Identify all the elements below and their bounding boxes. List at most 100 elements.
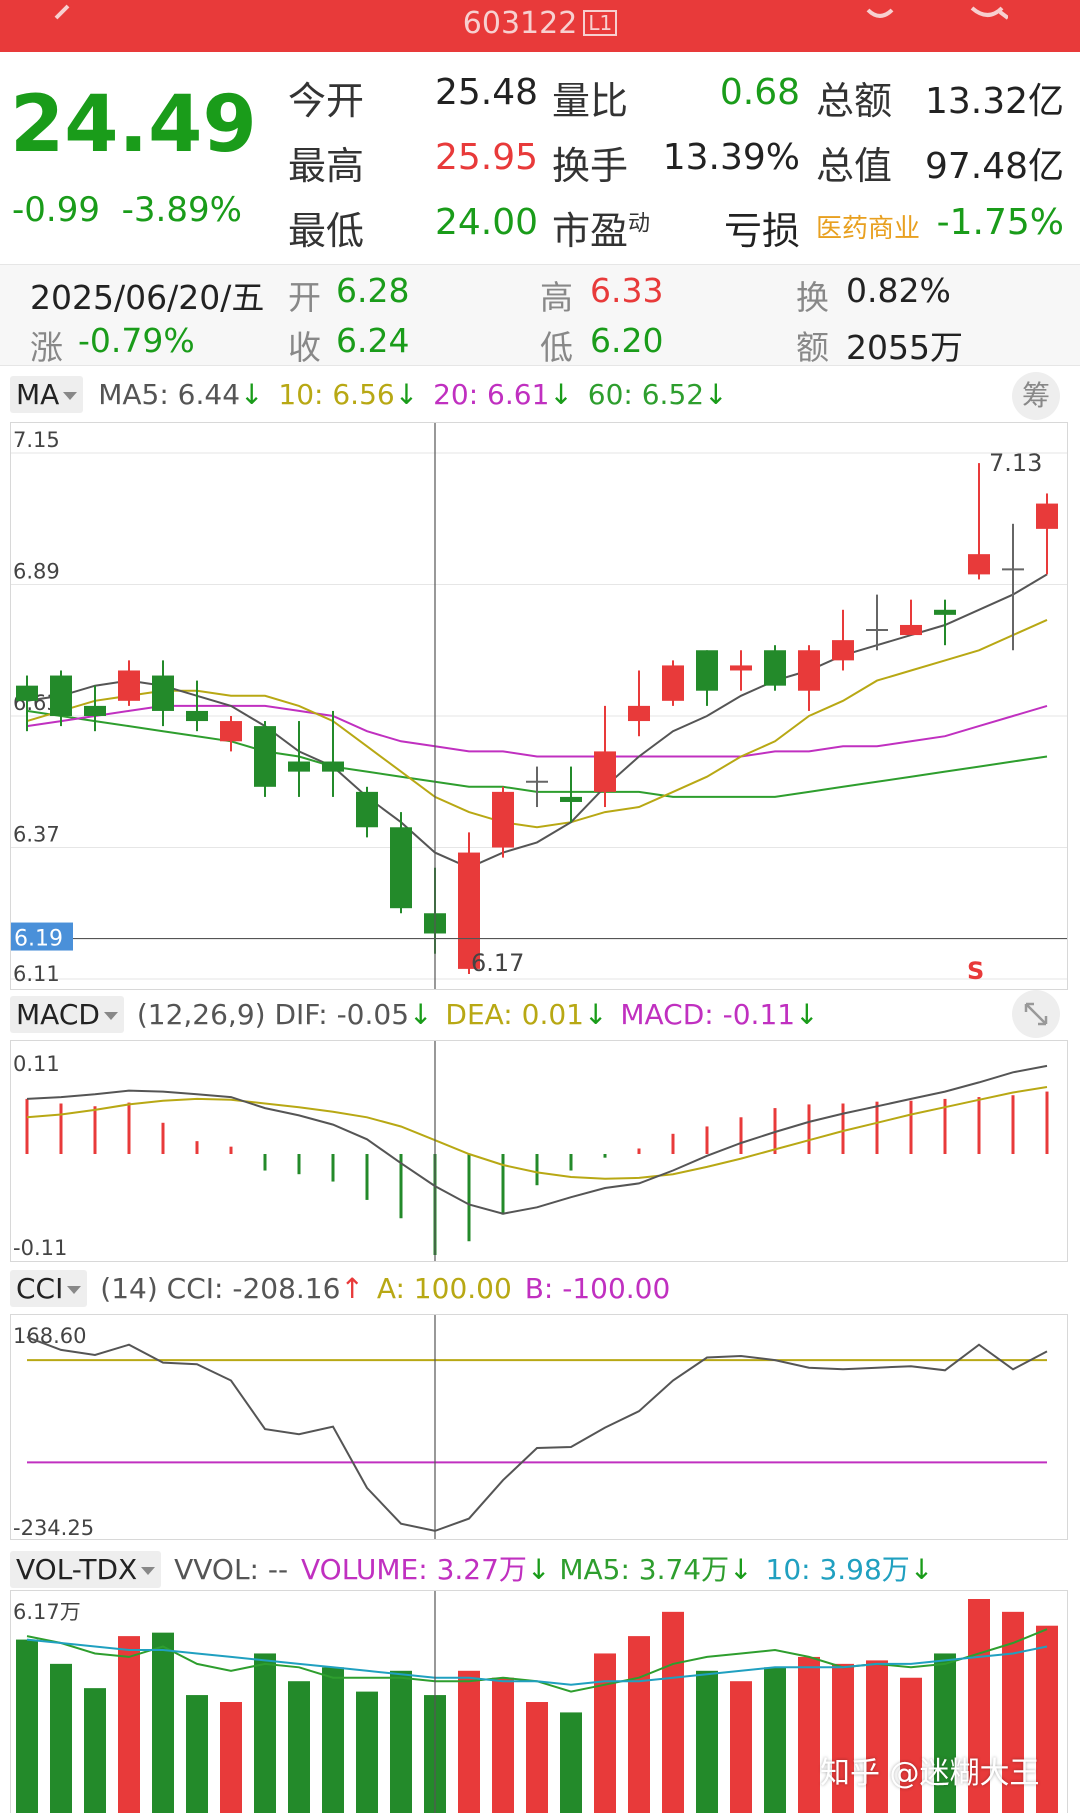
candle-body xyxy=(152,675,174,711)
cci-legend: CCI (14) CCI: -208.16↑ A: 100.00 B: -100… xyxy=(10,1270,1070,1307)
pe-label-text: 市盈 xyxy=(552,209,629,253)
y-tick-label: 6.37 xyxy=(13,823,60,847)
bar-close-value: 6.24 xyxy=(336,321,410,360)
volume-chart[interactable]: 6.17万 xyxy=(11,1591,1067,1813)
ma20-value: 20: 6.61 xyxy=(433,378,550,411)
vol-ma10-value: 10: 3.98万 xyxy=(765,1553,910,1586)
open-label: 今开 xyxy=(288,79,365,123)
bar-open-label: 开 xyxy=(288,278,321,317)
down-arrow-icon: ↓ xyxy=(240,378,264,411)
down-arrow-icon: ↓ xyxy=(909,1553,934,1586)
cci-selector-text: CCI xyxy=(16,1272,64,1305)
volume-ratio-value: 0.68 xyxy=(719,72,800,113)
volume-bar xyxy=(50,1663,72,1813)
watermark: 知乎 @迷糊大王 xyxy=(820,1756,1040,1791)
cci-panel[interactable]: 168.60 -234.25 xyxy=(10,1314,1068,1540)
candle-body xyxy=(288,761,310,772)
chevron-down-icon xyxy=(103,1012,118,1020)
ma20-line xyxy=(26,704,1048,758)
candle-body xyxy=(390,827,412,909)
open-value: 25.48 xyxy=(434,72,538,113)
cci-params: (14) xyxy=(100,1272,158,1305)
volume-bar xyxy=(798,1656,820,1813)
dif-value: DIF: -0.05 xyxy=(274,998,410,1031)
high-label: 最高 xyxy=(288,144,365,188)
cci-chart[interactable]: 168.60 -234.25 xyxy=(11,1315,1067,1540)
volume-bar xyxy=(696,1670,718,1813)
cci-selector[interactable]: CCI xyxy=(10,1270,88,1307)
candle-body xyxy=(220,721,242,742)
y-tick-label: 6.17万 xyxy=(13,1600,81,1624)
volume-ratio-label: 量比 xyxy=(552,79,629,123)
min-price-label: 6.17 xyxy=(471,949,524,977)
ma10-value: 10: 6.56 xyxy=(278,378,395,411)
back-arrow-icon[interactable] xyxy=(42,0,82,26)
macd-params: (12,26,9) xyxy=(136,998,266,1031)
candle-body xyxy=(560,796,582,802)
macd-legend: MACD (12,26,9) DIF: -0.05↓ DEA: 0.01↓ MA… xyxy=(10,996,1070,1033)
chip-distribution-button[interactable]: 筹 xyxy=(1012,372,1060,420)
amount-label: 总额 xyxy=(816,79,893,123)
chevron-down-icon xyxy=(63,392,78,400)
vol-selector[interactable]: VOL-TDX xyxy=(10,1551,162,1588)
volume-bar xyxy=(152,1632,174,1813)
vol-ma10-line xyxy=(26,1638,1048,1686)
vol-selector-text: VOL-TDX xyxy=(16,1553,138,1586)
volume-bar xyxy=(730,1681,752,1813)
macd-selector[interactable]: MACD xyxy=(10,996,124,1033)
turnover-label: 换手 xyxy=(552,144,629,188)
bar-turnover-value: 0.82% xyxy=(846,271,951,310)
volume-panel[interactable]: 6.17万 xyxy=(10,1590,1068,1813)
sector-name[interactable]: 医药商业 xyxy=(816,214,921,244)
top-bar: 603122 L1 xyxy=(0,0,1080,52)
change-percent: -3.89% xyxy=(121,190,242,230)
volume-bar xyxy=(186,1695,208,1813)
search-icon[interactable] xyxy=(968,0,1008,26)
chevron-down-icon xyxy=(141,1567,156,1575)
candle-body xyxy=(900,624,922,636)
macd-selector-text: MACD xyxy=(16,998,100,1031)
y-tick-label: 7.15 xyxy=(13,428,60,452)
macd-chart[interactable]: 0.11 -0.11 xyxy=(11,1041,1067,1261)
candle-body xyxy=(798,650,820,691)
alert-icon[interactable] xyxy=(860,0,900,26)
sell-signal-label: S xyxy=(967,957,984,985)
crosshair-price-box xyxy=(11,922,73,951)
volume-bar xyxy=(900,1677,922,1813)
vvol-value: VVOL: -- xyxy=(174,1553,289,1586)
candle-body xyxy=(118,670,140,701)
down-arrow-icon: ↓ xyxy=(394,378,419,411)
price-change: -0.99 -3.89% xyxy=(12,190,242,230)
down-arrow-icon: ↓ xyxy=(729,1553,753,1586)
cci-value: CCI: -208.16 xyxy=(166,1272,341,1305)
low-label: 最低 xyxy=(288,209,365,253)
candle-body xyxy=(764,650,786,686)
candle-body xyxy=(934,609,956,615)
change-value: -0.99 xyxy=(12,190,100,230)
macd-panel[interactable]: 0.11 -0.11 xyxy=(10,1040,1068,1262)
ma5-line xyxy=(26,573,1048,869)
bar-close-label: 收 xyxy=(288,328,321,367)
cci-line xyxy=(26,1336,1048,1532)
vol-ma5-line xyxy=(26,1628,1048,1693)
max-price-label: 7.13 xyxy=(989,449,1042,477)
low-value: 24.00 xyxy=(434,202,538,243)
volume-bar xyxy=(832,1663,854,1813)
kline-panel[interactable]: 7.15 6.89 6.63 6.37 6.11 6.19 7.13 6.17 S xyxy=(10,422,1068,990)
candle-body xyxy=(594,751,616,792)
candle-body xyxy=(322,761,344,772)
candle-body xyxy=(492,791,514,848)
ma-legend: MA MA5: 6.44↓ 10: 6.56↓ 20: 6.61↓ 60: 6.… xyxy=(10,376,1070,413)
up-arrow-icon: ↑ xyxy=(340,1272,364,1305)
volume-bar xyxy=(16,1639,38,1813)
candle-body xyxy=(1036,503,1058,529)
down-arrow-icon: ↓ xyxy=(795,998,819,1031)
expand-icon[interactable] xyxy=(1012,990,1060,1038)
volume-bar xyxy=(118,1636,140,1813)
stock-code-text: 603122 xyxy=(462,6,578,41)
current-price: 24.49 xyxy=(10,80,257,170)
volume-bar xyxy=(934,1653,956,1813)
down-arrow-icon: ↓ xyxy=(704,378,728,411)
ma-selector[interactable]: MA xyxy=(10,376,84,413)
kline-chart[interactable]: 7.156.896.636.376.116.197.136.17 S xyxy=(11,423,1067,989)
